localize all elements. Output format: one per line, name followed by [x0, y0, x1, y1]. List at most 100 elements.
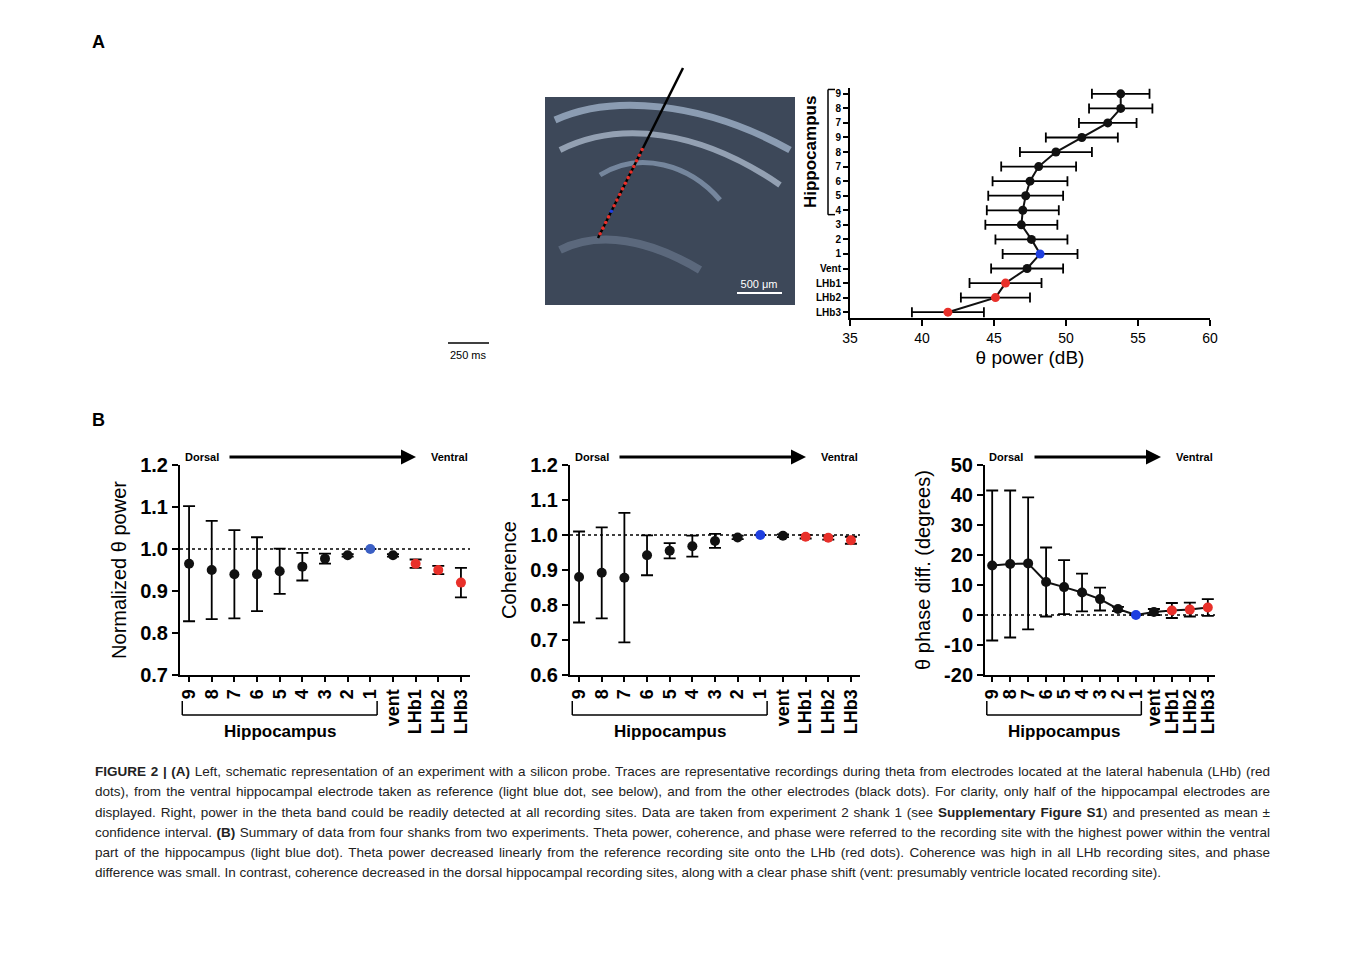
svg-text:55: 55	[1130, 330, 1146, 346]
svg-text:Hippocampus: Hippocampus	[1008, 722, 1120, 741]
svg-text:1: 1	[750, 689, 770, 699]
svg-text:2: 2	[728, 689, 748, 699]
svg-text:20: 20	[951, 544, 973, 566]
svg-text:1.2: 1.2	[140, 454, 168, 476]
svg-text:vent: vent	[1144, 689, 1164, 726]
svg-text:1: 1	[835, 248, 841, 259]
svg-text:LHb1: LHb1	[795, 689, 815, 734]
svg-text:Dorsal: Dorsal	[185, 451, 219, 463]
svg-text:5: 5	[835, 190, 841, 201]
svg-text:Vent: Vent	[820, 263, 842, 274]
svg-text:0.7: 0.7	[530, 629, 558, 651]
svg-text:8: 8	[835, 147, 841, 158]
svg-text:Dorsal: Dorsal	[989, 451, 1023, 463]
svg-text:500 μm: 500 μm	[741, 278, 778, 290]
svg-text:40: 40	[951, 484, 973, 506]
svg-text:8: 8	[835, 103, 841, 114]
svg-text:0.8: 0.8	[530, 594, 558, 616]
svg-text:θ phase diff. (degrees): θ phase diff. (degrees)	[912, 470, 934, 670]
svg-text:0: 0	[962, 604, 973, 626]
svg-text:LHb2: LHb2	[428, 689, 448, 734]
svg-text:0.9: 0.9	[140, 580, 168, 602]
svg-text:8: 8	[202, 689, 222, 699]
svg-text:3: 3	[835, 219, 841, 230]
svg-text:1: 1	[1126, 689, 1146, 699]
svg-text:35: 35	[842, 330, 858, 346]
svg-text:1.0: 1.0	[530, 524, 558, 546]
svg-text:LHb2: LHb2	[816, 292, 841, 303]
svg-text:2: 2	[338, 689, 358, 699]
svg-text:4: 4	[1072, 689, 1092, 699]
svg-text:4: 4	[682, 689, 702, 699]
svg-text:3: 3	[315, 689, 335, 699]
svg-text:7: 7	[1018, 689, 1038, 699]
svg-text:LHb1: LHb1	[405, 689, 425, 734]
svg-text:Normalized θ power: Normalized θ power	[108, 481, 130, 659]
svg-text:9: 9	[835, 132, 841, 143]
svg-text:2: 2	[1108, 689, 1128, 699]
svg-text:0.6: 0.6	[530, 664, 558, 686]
svg-text:Hippocampus: Hippocampus	[224, 722, 336, 741]
svg-text:1.1: 1.1	[530, 489, 558, 511]
svg-text:30: 30	[951, 514, 973, 536]
svg-text:LHb3: LHb3	[841, 689, 861, 734]
svg-text:45: 45	[986, 330, 1002, 346]
svg-text:9: 9	[179, 689, 199, 699]
svg-text:4: 4	[292, 689, 312, 699]
svg-text:LHb2: LHb2	[1180, 689, 1200, 734]
svg-text:1.1: 1.1	[140, 496, 168, 518]
svg-text:0.9: 0.9	[530, 559, 558, 581]
svg-text:0.8: 0.8	[140, 622, 168, 644]
svg-text:Ventral: Ventral	[1176, 451, 1213, 463]
svg-text:7: 7	[224, 689, 244, 699]
svg-text:9: 9	[569, 689, 589, 699]
svg-text:vent: vent	[383, 689, 403, 726]
svg-text:250 ms: 250 ms	[450, 349, 487, 361]
svg-text:-10: -10	[944, 634, 973, 656]
svg-text:Hippocampus: Hippocampus	[801, 96, 820, 208]
svg-text:1: 1	[360, 689, 380, 699]
svg-text:θ power (dB): θ power (dB)	[976, 347, 1085, 368]
svg-text:1.0: 1.0	[140, 538, 168, 560]
svg-text:3: 3	[705, 689, 725, 699]
svg-text:LHb1: LHb1	[816, 278, 841, 289]
svg-text:5: 5	[270, 689, 290, 699]
html-text:A: A	[92, 32, 105, 52]
svg-text:1.2: 1.2	[530, 454, 558, 476]
svg-text:LHb3: LHb3	[816, 307, 841, 318]
svg-text:50: 50	[1058, 330, 1074, 346]
svg-text:8: 8	[592, 689, 612, 699]
svg-text:9: 9	[835, 88, 841, 99]
svg-text:5: 5	[1054, 689, 1074, 699]
svg-text:Dorsal: Dorsal	[575, 451, 609, 463]
svg-text:LHb3: LHb3	[1198, 689, 1218, 734]
svg-text:50: 50	[951, 454, 973, 476]
svg-text:6: 6	[637, 689, 657, 699]
svg-text:7: 7	[835, 161, 841, 172]
svg-text:9: 9	[982, 689, 1002, 699]
svg-text:7: 7	[614, 689, 634, 699]
svg-text:40: 40	[914, 330, 930, 346]
svg-text:6: 6	[835, 176, 841, 187]
svg-text:8: 8	[1000, 689, 1020, 699]
svg-text:LHb2: LHb2	[818, 689, 838, 734]
svg-text:Hippocampus: Hippocampus	[614, 722, 726, 741]
svg-text:-20: -20	[944, 664, 973, 686]
svg-text:Coherence: Coherence	[498, 521, 520, 619]
svg-text:4: 4	[835, 205, 841, 216]
svg-text:LHb3: LHb3	[451, 689, 471, 734]
svg-text:5: 5	[660, 689, 680, 699]
svg-text:7: 7	[835, 117, 841, 128]
svg-text:6: 6	[1036, 689, 1056, 699]
html-text:FIGURE 2 | (A) Left, schematic: FIGURE 2 | (A) Left, schematic represent…	[95, 764, 1270, 881]
svg-text:0.7: 0.7	[140, 664, 168, 686]
svg-text:10: 10	[951, 574, 973, 596]
svg-text:60: 60	[1202, 330, 1218, 346]
svg-text:6: 6	[247, 689, 267, 699]
svg-text:vent: vent	[773, 689, 793, 726]
svg-text:2: 2	[835, 234, 841, 245]
svg-text:Ventral: Ventral	[431, 451, 468, 463]
svg-text:LHb1: LHb1	[1162, 689, 1182, 734]
svg-text:Ventral: Ventral	[821, 451, 858, 463]
svg-text:3: 3	[1090, 689, 1110, 699]
